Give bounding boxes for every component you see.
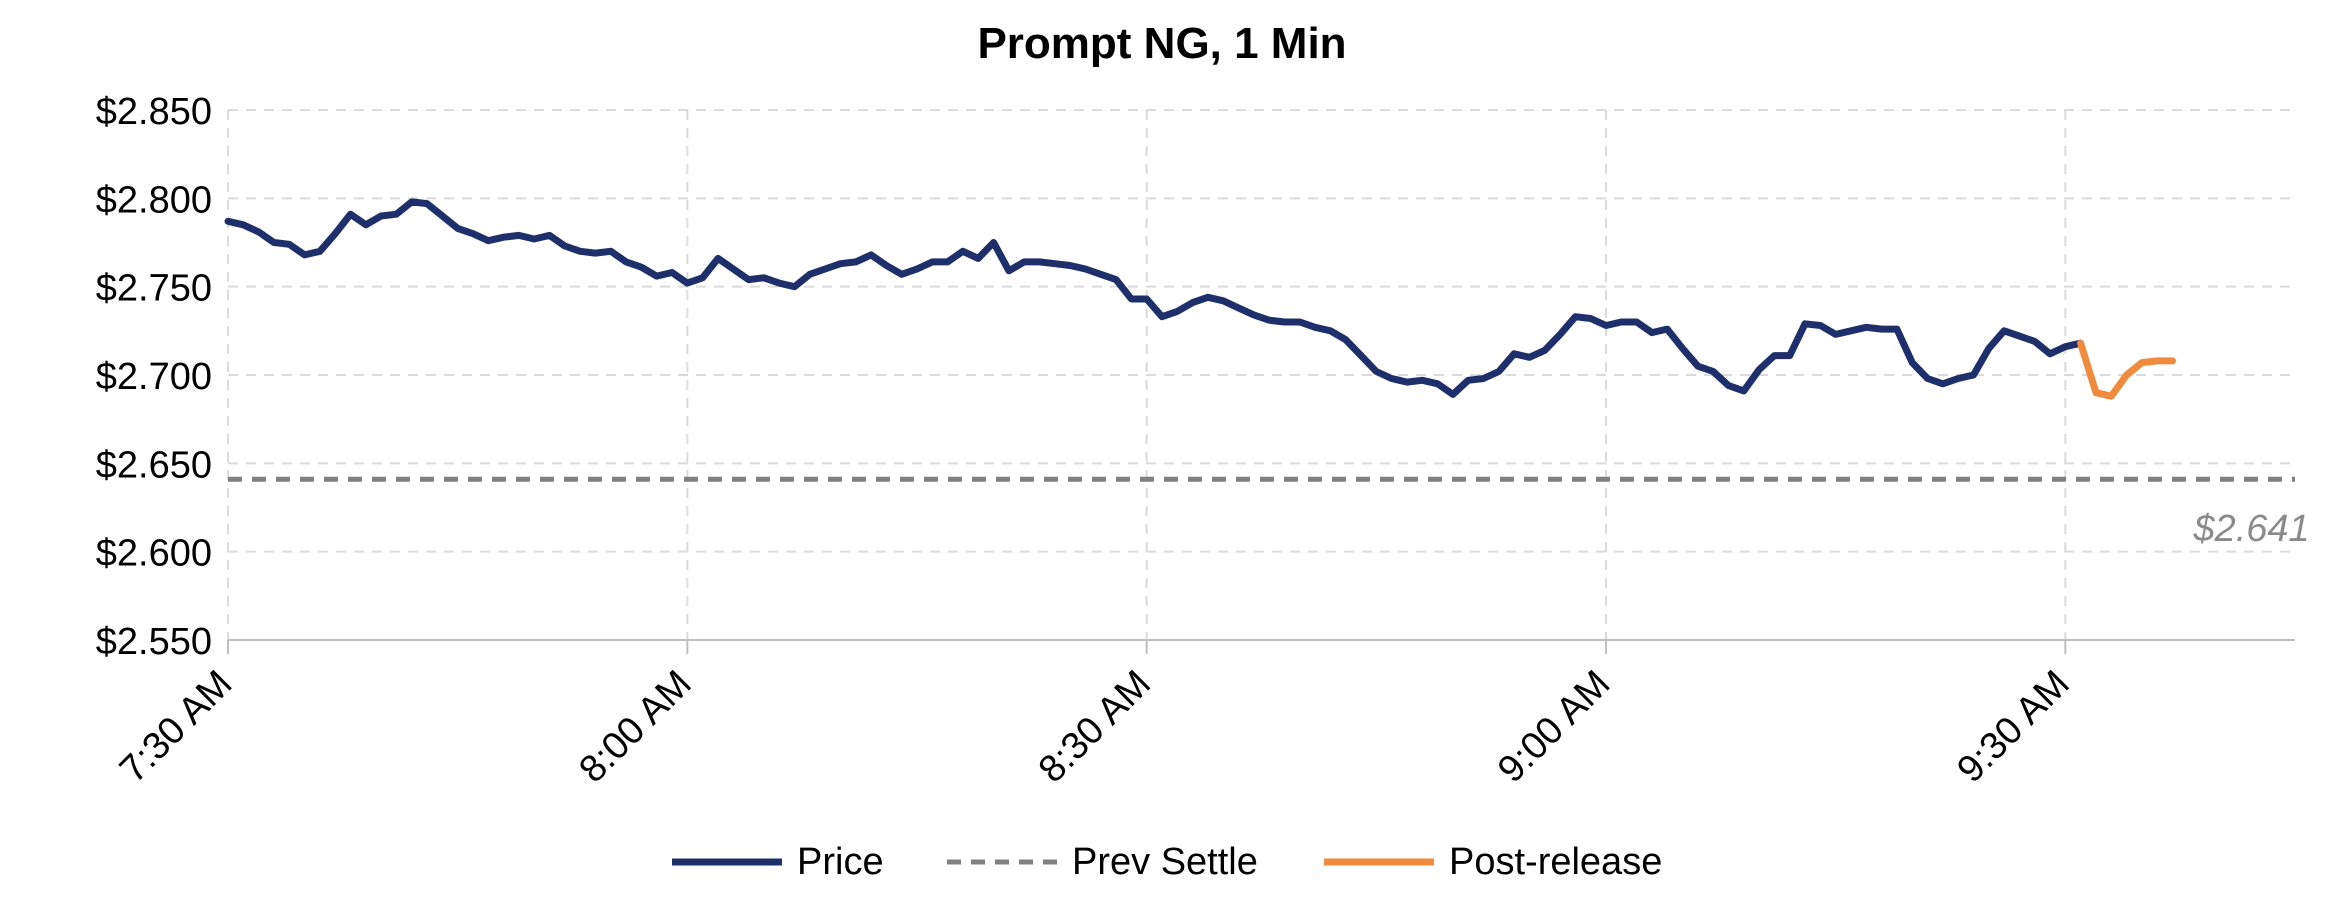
x-tick-label: 7:30 AM — [112, 663, 240, 791]
legend: Price Prev Settle Post-release — [672, 841, 1662, 883]
series-post-release — [2077, 339, 2176, 400]
y-tick-label: $2.550 — [96, 621, 212, 663]
legend-label: Prev Settle — [1072, 841, 1258, 883]
x-tick-label: 8:00 AM — [571, 663, 699, 791]
y-tick-label: $2.750 — [96, 268, 212, 310]
grid — [227, 109, 2295, 640]
series — [224, 198, 2295, 482]
y-tick-label: $2.850 — [96, 91, 212, 133]
y-tick-label: $2.700 — [96, 356, 212, 398]
legend-label: Price — [797, 841, 884, 883]
y-tick-label: $2.650 — [96, 444, 212, 486]
y-tick-label: $2.800 — [96, 179, 212, 221]
chart-title: Prompt NG, 1 Min — [977, 19, 1346, 68]
y-tick-label: $2.600 — [96, 533, 212, 575]
x-tick-label: 9:30 AM — [1949, 663, 2077, 791]
x-tick-label: 8:30 AM — [1031, 663, 1159, 791]
legend-label: Post-release — [1449, 841, 1662, 883]
prev-settle-annotation: $2.641 — [2192, 508, 2309, 550]
annotations: $2.641 — [2192, 508, 2309, 550]
axes: $2.550 $2.600 $2.650 $2.700 $2.750 $2.800 $2.8… — [96, 91, 2295, 791]
x-tick-label: 9:00 AM — [1490, 663, 1618, 791]
series-price — [224, 198, 2085, 398]
